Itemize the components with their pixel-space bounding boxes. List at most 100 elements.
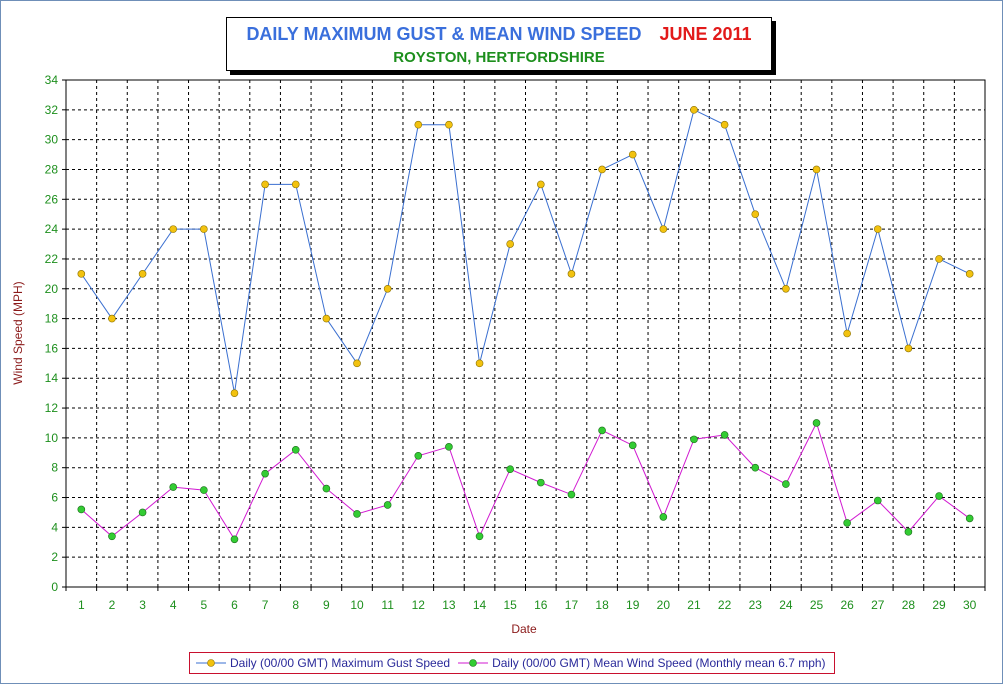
y-tick-label: 30 bbox=[45, 133, 59, 147]
data-point bbox=[598, 426, 606, 435]
data-point bbox=[383, 501, 392, 509]
data-point bbox=[965, 514, 974, 523]
x-tick-label: 24 bbox=[779, 598, 793, 612]
x-tick-label: 8 bbox=[292, 598, 299, 612]
x-tick-label: 12 bbox=[412, 598, 426, 612]
axes bbox=[62, 79, 986, 591]
x-tick-label: 16 bbox=[534, 598, 548, 612]
x-axis-label: Date bbox=[511, 622, 537, 636]
data-point bbox=[261, 180, 269, 189]
data-point bbox=[690, 106, 698, 114]
x-tick-label: 2 bbox=[109, 598, 116, 612]
data-point bbox=[782, 480, 790, 488]
data-point bbox=[628, 441, 637, 450]
data-point bbox=[843, 329, 851, 338]
y-tick-label: 8 bbox=[51, 461, 58, 475]
x-tick-label: 3 bbox=[139, 598, 146, 612]
data-point bbox=[751, 210, 760, 219]
y-tick-label: 20 bbox=[45, 282, 59, 296]
data-point bbox=[445, 443, 453, 451]
data-point bbox=[108, 532, 116, 541]
x-tick-label: 13 bbox=[442, 598, 456, 612]
chart-title-box: DAILY MAXIMUM GUST & MEAN WIND SPEED JUNE… bbox=[226, 17, 772, 71]
x-tick-label: 25 bbox=[810, 598, 824, 612]
data-point bbox=[720, 431, 729, 439]
x-tick-label: 28 bbox=[902, 598, 916, 612]
grid bbox=[66, 79, 985, 587]
data-point bbox=[812, 165, 821, 174]
data-point bbox=[230, 389, 239, 397]
data-point bbox=[965, 270, 974, 278]
series bbox=[77, 106, 974, 544]
data-point bbox=[200, 225, 208, 233]
x-tick-label: 30 bbox=[963, 598, 977, 612]
x-tick-label: 15 bbox=[504, 598, 518, 612]
data-point bbox=[567, 270, 576, 278]
y-tick-label: 28 bbox=[45, 162, 59, 176]
data-point bbox=[506, 240, 514, 248]
chart-title: DAILY MAXIMUM GUST & MEAN WIND SPEED JUNE… bbox=[227, 24, 771, 45]
data-point bbox=[690, 435, 698, 444]
x-tick-label: 1 bbox=[78, 598, 85, 612]
y-tick-label: 26 bbox=[45, 192, 59, 206]
y-tick-label: 10 bbox=[45, 431, 59, 445]
chart-title-month: JUNE 2011 bbox=[659, 24, 752, 44]
series-1 bbox=[77, 106, 974, 397]
y-tick-label: 32 bbox=[45, 103, 59, 117]
x-tick-label: 20 bbox=[657, 598, 671, 612]
data-point bbox=[935, 255, 943, 263]
data-point bbox=[873, 496, 882, 505]
x-tick-label: 21 bbox=[687, 598, 701, 612]
x-tick-label: 11 bbox=[381, 598, 394, 612]
data-point bbox=[77, 505, 86, 514]
data-point bbox=[537, 180, 545, 189]
y-tick-label: 18 bbox=[45, 312, 59, 326]
x-tick-label: 29 bbox=[932, 598, 946, 612]
data-point bbox=[383, 284, 392, 293]
data-point bbox=[261, 469, 269, 478]
y-tick-label: 4 bbox=[51, 520, 58, 534]
series-line bbox=[80, 109, 970, 394]
data-point bbox=[659, 513, 668, 521]
data-point bbox=[659, 225, 668, 233]
data-point bbox=[904, 344, 913, 353]
data-point bbox=[77, 270, 86, 278]
data-point bbox=[843, 519, 851, 527]
chart-title-main: DAILY MAXIMUM GUST & MEAN WIND SPEED bbox=[246, 24, 642, 44]
y-tick-label: 0 bbox=[51, 580, 58, 594]
y-tick-label: 6 bbox=[51, 491, 58, 505]
x-tick-label: 6 bbox=[231, 598, 238, 612]
plot-border bbox=[65, 79, 986, 588]
data-point bbox=[322, 484, 331, 493]
data-point bbox=[782, 284, 790, 293]
data-point bbox=[353, 510, 361, 518]
legend-label-gust: Daily (00/00 GMT) Maximum Gust Speed bbox=[230, 656, 451, 670]
data-point bbox=[812, 419, 821, 427]
data-point bbox=[138, 270, 147, 278]
data-point bbox=[322, 314, 331, 323]
chart-subtitle: ROYSTON, HERTFORDSHIRE bbox=[393, 49, 605, 66]
data-point bbox=[138, 508, 147, 517]
data-point bbox=[475, 532, 484, 541]
x-tick-label: 5 bbox=[201, 598, 208, 612]
x-tick-label: 4 bbox=[170, 598, 177, 612]
data-point bbox=[169, 483, 178, 491]
data-point bbox=[873, 225, 882, 233]
legend-swatch-gust bbox=[196, 659, 226, 667]
x-tick-label: 23 bbox=[749, 598, 763, 612]
data-point bbox=[904, 528, 913, 536]
data-point bbox=[414, 451, 423, 460]
data-point bbox=[567, 490, 576, 499]
x-tick-label: 14 bbox=[473, 598, 487, 612]
data-point bbox=[200, 486, 208, 494]
data-point bbox=[628, 150, 637, 159]
x-tick-label: 7 bbox=[262, 598, 269, 612]
x-tick-label: 27 bbox=[871, 598, 885, 612]
data-point bbox=[291, 446, 300, 454]
y-tick-label: 14 bbox=[45, 371, 59, 385]
data-point bbox=[720, 120, 729, 129]
data-point bbox=[475, 359, 484, 368]
x-tick-label: 19 bbox=[626, 598, 640, 612]
x-tick-label: 10 bbox=[350, 598, 364, 612]
